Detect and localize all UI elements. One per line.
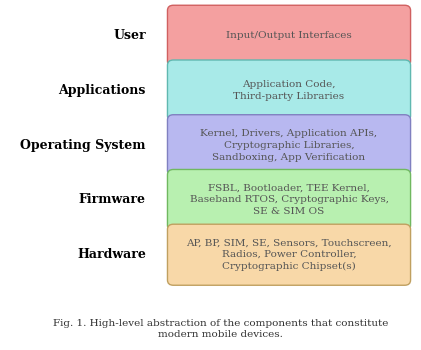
Text: Fig. 1. High-level abstraction of the components that constitute
modern mobile d: Fig. 1. High-level abstraction of the co…: [53, 318, 388, 340]
Text: AP, BP, SIM, SE, Sensors, Touchscreen,
Radios, Power Controller,
Cryptographic C: AP, BP, SIM, SE, Sensors, Touchscreen, R…: [186, 238, 392, 271]
Text: FSBL, Bootloader, TEE Kernel,
Baseband RTOS, Cryptographic Keys,
SE & SIM OS: FSBL, Bootloader, TEE Kernel, Baseband R…: [189, 184, 389, 216]
Text: Input/Output Interfaces: Input/Output Interfaces: [226, 31, 352, 40]
FancyBboxPatch shape: [168, 5, 410, 66]
Text: Hardware: Hardware: [77, 248, 146, 261]
FancyBboxPatch shape: [168, 60, 410, 121]
Text: Applications: Applications: [59, 84, 146, 97]
FancyBboxPatch shape: [168, 224, 410, 285]
FancyBboxPatch shape: [168, 115, 410, 176]
Text: Operating System: Operating System: [20, 139, 146, 152]
Text: Firmware: Firmware: [79, 194, 146, 206]
Text: Application Code,
Third-party Libraries: Application Code, Third-party Libraries: [234, 80, 344, 101]
Text: User: User: [113, 29, 146, 42]
FancyBboxPatch shape: [168, 169, 410, 231]
Text: Kernel, Drivers, Application APIs,
Cryptographic Libraries,
Sandboxing, App Veri: Kernel, Drivers, Application APIs, Crypt…: [200, 129, 378, 162]
